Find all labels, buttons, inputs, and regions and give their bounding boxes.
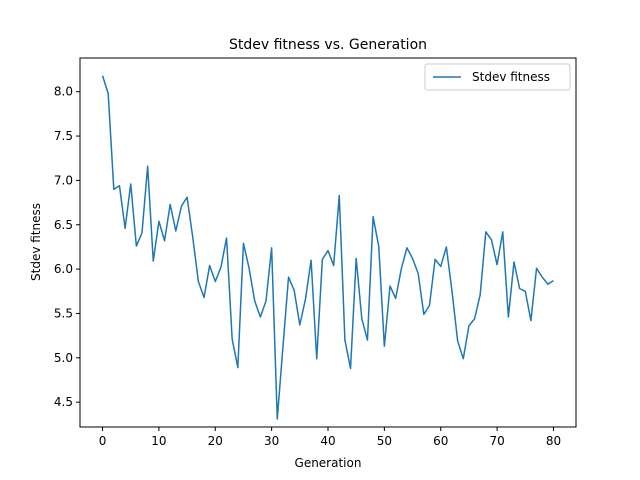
legend: Stdev fitness	[424, 63, 571, 91]
y-tick-label: 8.0	[54, 85, 73, 99]
x-tick-label: 20	[208, 434, 223, 448]
y-tick-label: 7.0	[54, 173, 73, 187]
y-axis: 4.5 5.0 5.5 6.0 6.5 7.0 7.5 8.0	[54, 85, 80, 409]
y-tick-label: 5.0	[54, 351, 73, 365]
y-tick-label: 6.5	[54, 218, 73, 232]
series-line-stdev-fitness	[101, 75, 554, 420]
x-tick-label: 50	[377, 434, 392, 448]
x-tick-label: 70	[489, 434, 504, 448]
y-tick-label: 6.0	[54, 262, 73, 276]
y-tick-label: 5.5	[54, 306, 73, 320]
x-axis: 0 10 20 30 40 50 60 70 80	[99, 427, 561, 448]
x-tick-label: 80	[546, 434, 561, 448]
x-tick-label: 0	[99, 434, 107, 448]
y-axis-label: Stdev fitness	[29, 203, 43, 281]
x-tick-label: 10	[151, 434, 166, 448]
x-tick-label: 40	[320, 434, 335, 448]
x-tick-label: 60	[433, 434, 448, 448]
y-tick-label: 4.5	[54, 395, 73, 409]
legend-box	[424, 63, 571, 91]
chart-title: Stdev fitness vs. Generation	[229, 37, 427, 53]
legend-label: Stdev fitness	[472, 70, 550, 84]
x-tick-label: 30	[264, 434, 279, 448]
y-tick-label: 7.5	[54, 129, 73, 143]
x-axis-label: Generation	[295, 456, 362, 470]
